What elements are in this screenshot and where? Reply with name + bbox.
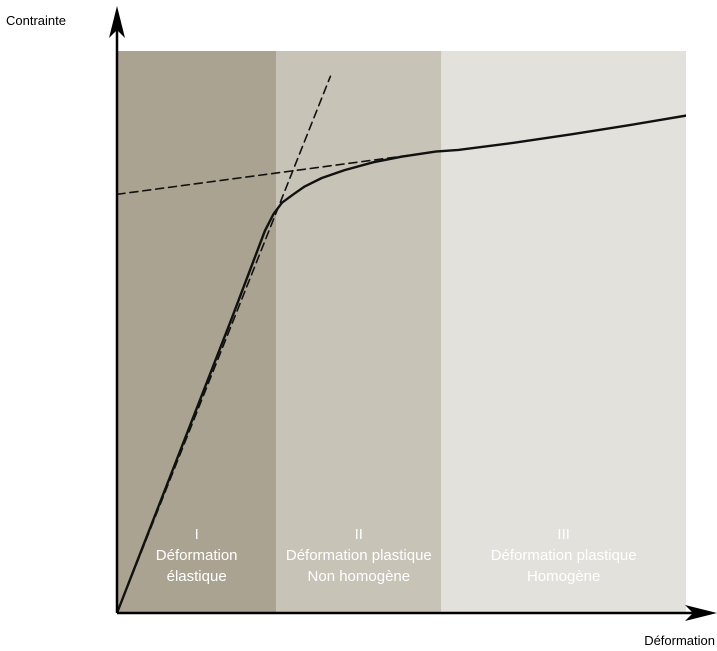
x-axis-label: Déformation — [644, 633, 715, 648]
axes-layer — [109, 6, 717, 621]
zone-labels: I Déformation élastique II Déformation plast… — [156, 526, 637, 585]
y-axis-arrowhead — [109, 6, 125, 38]
region-ii-line1: Déformation plastique — [286, 547, 432, 564]
region-i-line2: élastique — [167, 568, 227, 585]
region-i — [117, 51, 277, 613]
stress-strain-curve — [117, 114, 686, 613]
region-iii-line2: Homogène — [527, 568, 600, 585]
region-ii-line2: Non homogène — [308, 568, 411, 585]
region-ii-numeral: II — [355, 526, 363, 543]
dashed-line-1 — [117, 75, 332, 613]
region-iii — [441, 51, 686, 613]
dashed-line-2 — [117, 150, 443, 196]
y-axis-label: Contrainte — [6, 13, 66, 28]
region-i-line1: Déformation — [156, 547, 238, 564]
region-ii — [276, 51, 442, 613]
region-iii-line1: Déformation plastique — [491, 547, 637, 564]
regions-layer — [117, 51, 686, 613]
series-layer — [117, 75, 686, 613]
x-axis-arrowhead — [685, 605, 717, 621]
region-iii-numeral: III — [557, 526, 570, 543]
region-i-numeral: I — [195, 526, 199, 543]
